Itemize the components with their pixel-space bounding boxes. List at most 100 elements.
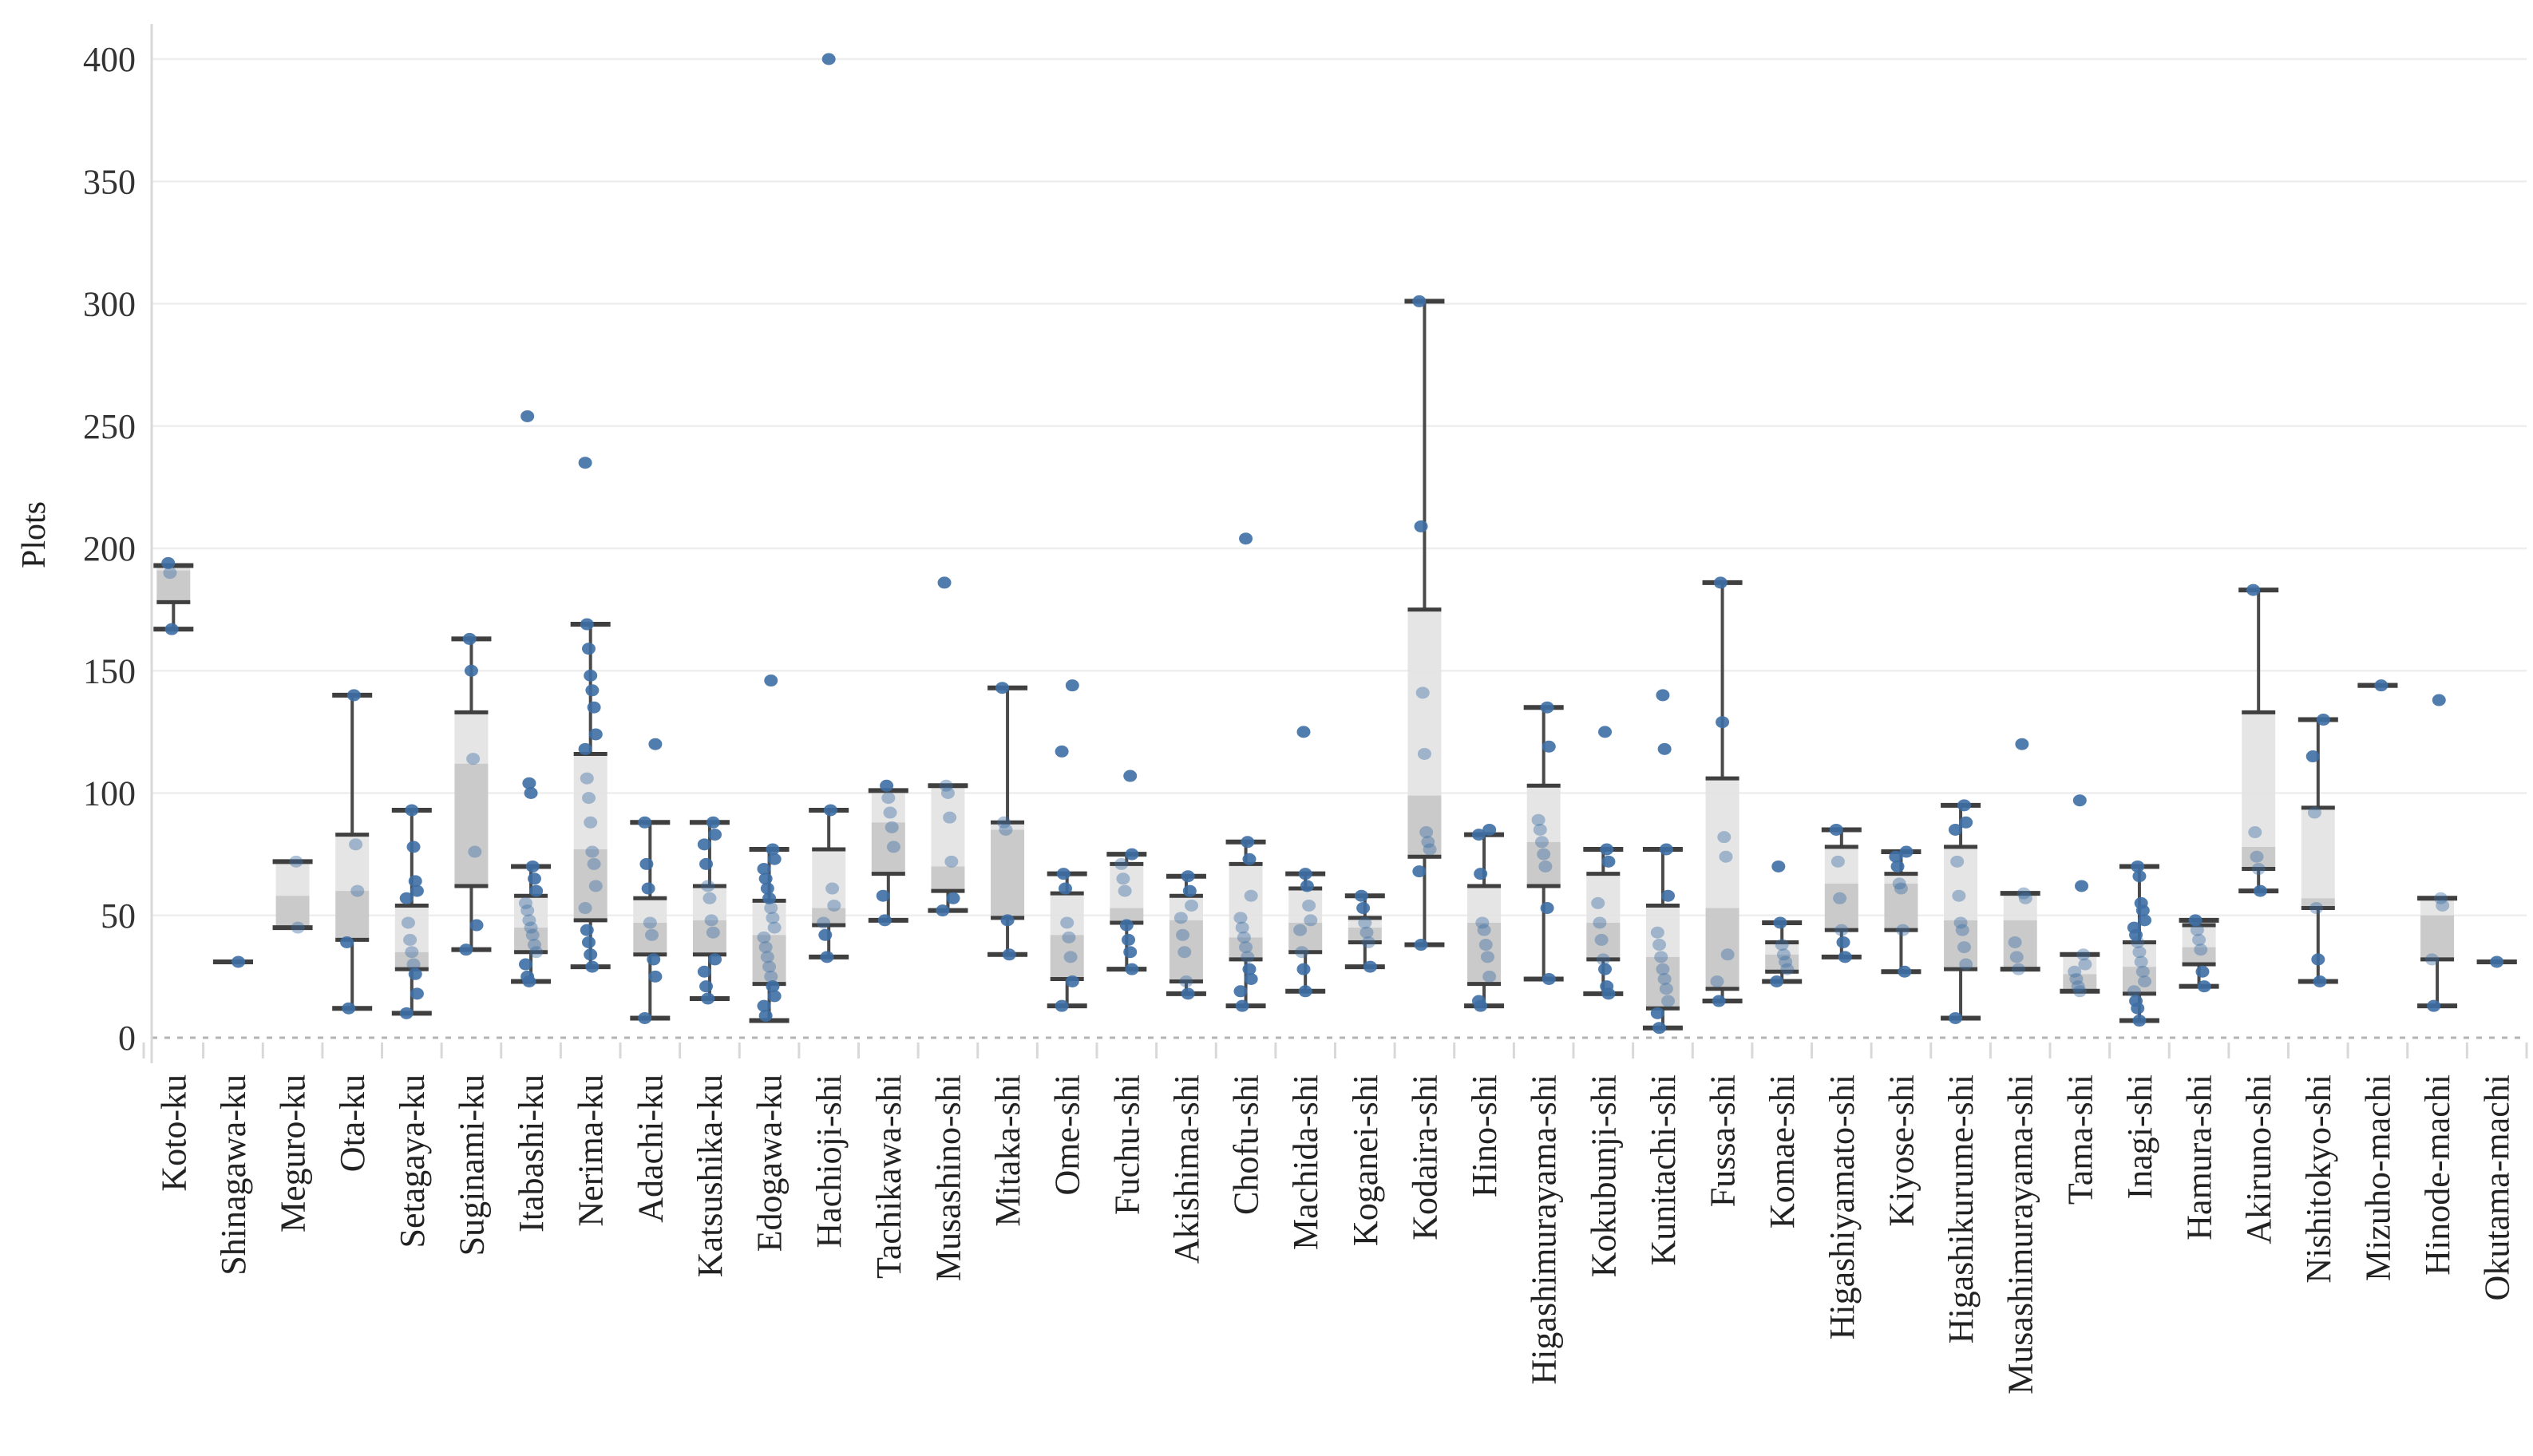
box-lower-half <box>2003 920 2037 970</box>
box-lower-half <box>1467 922 1502 984</box>
data-point <box>527 939 541 952</box>
data-point <box>581 643 596 655</box>
data-point <box>349 838 363 851</box>
data-point <box>1657 742 1672 755</box>
category-group-hinode-machi: Hinode-machi <box>2417 694 2458 1276</box>
box-lower-half <box>1944 920 1978 970</box>
data-point <box>639 857 654 870</box>
data-point <box>1296 963 1311 975</box>
data-point <box>1295 946 1309 959</box>
x-category-label: Higashiyamato-shi <box>1823 1074 1862 1339</box>
data-point <box>2015 738 2029 750</box>
y-tick-label: 0 <box>118 1019 136 1058</box>
data-point <box>1959 816 1973 829</box>
data-point <box>1650 1007 1664 1019</box>
box-lower-half <box>1765 954 1799 972</box>
data-point <box>1780 963 1795 975</box>
data-point <box>1899 845 1914 858</box>
box-upper-half <box>871 790 905 823</box>
box-lower-half <box>931 866 965 892</box>
data-point <box>1419 826 1434 839</box>
box-upper-half <box>2122 942 2156 967</box>
box-upper-half <box>1944 846 1978 920</box>
data-point <box>527 872 541 885</box>
data-point <box>522 975 536 988</box>
data-point <box>1182 884 1197 897</box>
data-point <box>1950 855 1965 868</box>
data-point <box>522 914 536 927</box>
data-point <box>1771 860 1786 872</box>
data-point <box>2490 956 2504 968</box>
data-point <box>1957 799 1971 812</box>
data-point <box>1542 740 1556 753</box>
data-point <box>1948 823 1962 836</box>
data-point <box>578 902 592 915</box>
data-point <box>580 924 594 936</box>
data-point <box>1773 916 1787 929</box>
data-point <box>2017 887 2031 900</box>
data-point <box>944 855 959 868</box>
data-point <box>2134 956 2148 968</box>
x-category-label: Kiyose-shi <box>1882 1074 1921 1227</box>
data-point <box>1720 948 1735 961</box>
data-point <box>886 841 900 853</box>
data-point <box>1957 941 1971 954</box>
data-point <box>2135 904 2150 917</box>
data-point <box>2436 899 2450 912</box>
data-point <box>342 1002 356 1015</box>
x-category-label: Fuchu-shi <box>1107 1074 1146 1215</box>
data-point <box>1058 882 1072 895</box>
data-point <box>2250 850 2264 863</box>
data-point <box>522 777 536 789</box>
data-point <box>758 1009 773 1022</box>
data-point <box>580 772 594 785</box>
y-tick-label: 400 <box>83 40 136 79</box>
data-point <box>762 960 777 973</box>
box-lower-half <box>1526 841 1561 886</box>
data-point <box>585 845 600 858</box>
data-point <box>2309 902 2324 915</box>
x-category-label: Adachi-ku <box>631 1074 670 1223</box>
box-upper-half <box>1229 864 1263 938</box>
category-group-hamura-shi: Hamura-shi <box>2179 914 2219 1240</box>
x-category-label: Inagi-shi <box>2120 1074 2159 1199</box>
box-upper-half <box>752 900 786 936</box>
box-lower-half <box>394 952 429 970</box>
data-point <box>520 904 535 917</box>
data-point <box>1540 902 1554 915</box>
data-point <box>880 779 894 792</box>
data-point <box>1659 843 1673 856</box>
data-point <box>641 882 655 895</box>
data-point <box>468 845 482 858</box>
data-point <box>760 951 774 963</box>
data-point <box>1830 855 1845 868</box>
box-upper-half <box>2063 954 2097 975</box>
data-point <box>1239 532 1253 545</box>
data-point <box>1661 995 1676 1007</box>
category-group-adachi-ku: Adachi-ku <box>630 738 671 1223</box>
data-point <box>1119 919 1134 932</box>
data-point <box>1719 850 1733 863</box>
category-group-fuchu-shi: Fuchu-shi <box>1106 770 1147 1215</box>
data-point <box>648 970 663 983</box>
category-group-koganei-shi: Koganei-shi <box>1344 889 1385 1246</box>
x-category-label: Koto-ku <box>154 1074 193 1192</box>
box-upper-half <box>156 565 191 571</box>
data-point <box>1354 889 1368 902</box>
data-point <box>1055 999 1069 1012</box>
box-lower-half <box>1705 908 1739 989</box>
data-point <box>876 889 890 902</box>
category-group-hachioji-shi: Hachioji-shi <box>809 53 849 1248</box>
data-point <box>401 916 415 929</box>
box-upper-half <box>1705 778 1739 908</box>
category-group-mizuho-machi: Mizuho-machi <box>2357 679 2398 1281</box>
box-lower-half <box>1407 795 1442 857</box>
data-point <box>1776 948 1791 961</box>
box-lower-half <box>2301 898 2335 908</box>
x-category-label: Chofu-shi <box>1227 1074 1266 1215</box>
data-point <box>1116 872 1130 885</box>
data-point <box>1713 576 1728 589</box>
data-point <box>1834 924 1849 936</box>
x-category-label: Tama-shi <box>2060 1074 2100 1205</box>
box-lower-half <box>752 935 786 984</box>
